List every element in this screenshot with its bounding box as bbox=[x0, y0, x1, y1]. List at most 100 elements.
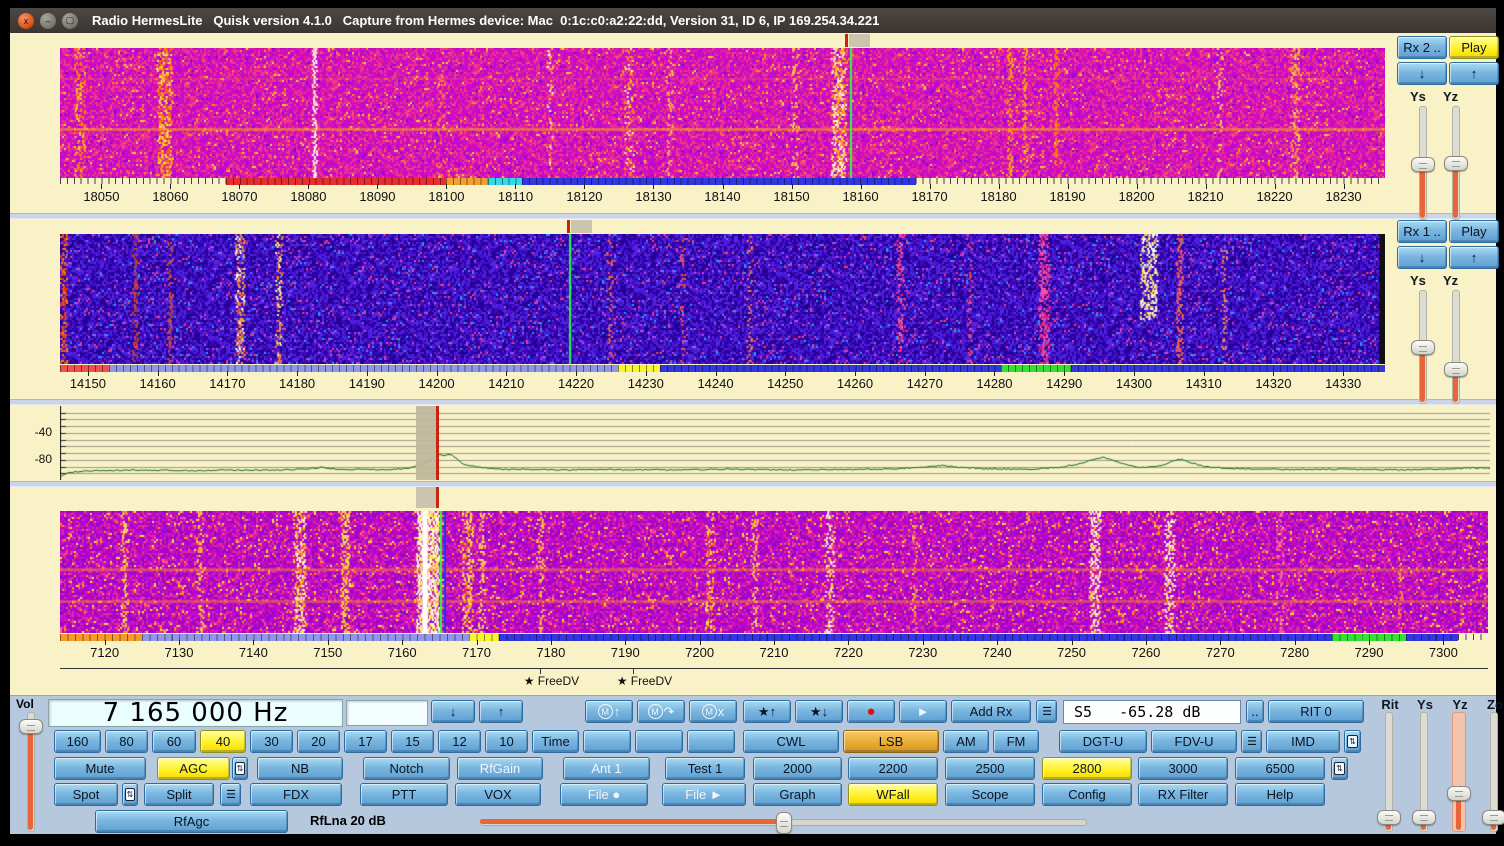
test-1[interactable]: Test 1 bbox=[665, 757, 745, 780]
rx-select-button-1[interactable]: Rx 2 .. bbox=[1397, 36, 1447, 59]
config[interactable]: Config bbox=[1042, 783, 1132, 806]
band-up-button-1[interactable]: ↑ bbox=[1449, 62, 1499, 85]
ys-slider-handle[interactable] bbox=[1412, 809, 1436, 825]
bw-2500[interactable]: 2500 bbox=[945, 757, 1035, 780]
play-button-2[interactable]: Play bbox=[1449, 220, 1499, 243]
band-blank-1[interactable] bbox=[583, 730, 631, 753]
help[interactable]: Help bbox=[1235, 783, 1325, 806]
rflna-handle[interactable] bbox=[775, 812, 792, 834]
record[interactable]: ● bbox=[847, 700, 895, 723]
frequency-display[interactable]: 7 165 000 Hz bbox=[48, 698, 343, 728]
view-wfall[interactable]: WFall bbox=[848, 783, 938, 806]
notch[interactable]: Notch bbox=[363, 757, 450, 780]
mode-lsb[interactable]: LSB bbox=[843, 730, 939, 753]
band-12[interactable]: 12 bbox=[438, 730, 481, 753]
band-160[interactable]: 160 bbox=[54, 730, 101, 753]
band-20[interactable]: 20 bbox=[297, 730, 340, 753]
yz-slider-1-handle[interactable] bbox=[1444, 155, 1468, 171]
ys-slider-2-handle[interactable] bbox=[1411, 340, 1435, 356]
minimize-icon[interactable]: – bbox=[40, 12, 56, 29]
mute[interactable]: Mute bbox=[54, 757, 146, 780]
band-17[interactable]: 17 bbox=[344, 730, 387, 753]
split-menu[interactable]: ☰ bbox=[220, 783, 241, 806]
split[interactable]: Split bbox=[144, 783, 214, 806]
frequency-entry[interactable] bbox=[346, 700, 428, 726]
band-down-button-2[interactable]: ↓ bbox=[1397, 246, 1447, 269]
freq-scale-20m[interactable]: 14150 14160 14170 14180 14190 14200 14210 14220… bbox=[60, 365, 1385, 395]
bw-2000[interactable]: 2000 bbox=[753, 757, 842, 780]
freq-scale-17m[interactable]: 18050 18060 18070 18080 18090 18100 18110 18120… bbox=[60, 178, 1385, 208]
yz-slider-handle[interactable] bbox=[1447, 785, 1471, 801]
maximize-icon[interactable]: ▢ bbox=[62, 12, 78, 29]
vox[interactable]: VOX bbox=[455, 783, 541, 806]
rit-button[interactable]: RIT 0 bbox=[1268, 700, 1364, 723]
file-record[interactable]: File ● bbox=[560, 783, 648, 806]
close-icon[interactable]: x bbox=[18, 12, 34, 29]
title-bar[interactable]: x – ▢ Radio HermesLite Quisk version 4.1… bbox=[10, 8, 1496, 33]
mode-fdvu[interactable]: FDV-U bbox=[1151, 730, 1237, 753]
ys-slider-1-handle[interactable] bbox=[1411, 157, 1435, 173]
band-60[interactable]: 60 bbox=[152, 730, 196, 753]
play-button-1[interactable]: Play bbox=[1449, 36, 1499, 59]
rx-filter[interactable]: RX Filter bbox=[1138, 783, 1228, 806]
freq-scale-40m[interactable]: 7120 7130 7140 7150 7160 7170 7180 7190 7200 7210… bbox=[60, 634, 1488, 664]
bw-6500[interactable]: 6500 bbox=[1235, 757, 1325, 780]
file-playback[interactable]: File ► bbox=[662, 783, 746, 806]
station-label-freedv[interactable]: ★ FreeDV bbox=[523, 674, 580, 688]
smeter-menu[interactable]: ☰ bbox=[1036, 700, 1057, 723]
mode-spin[interactable]: ⇅ bbox=[1344, 730, 1361, 753]
file-play[interactable]: ► bbox=[899, 700, 947, 723]
rfgain[interactable]: RfGain bbox=[457, 757, 543, 780]
mode-cwl[interactable]: CWL bbox=[743, 730, 839, 753]
band-blank-3[interactable] bbox=[687, 730, 735, 753]
waterfall-40m-canvas[interactable] bbox=[60, 511, 1488, 633]
mode-imd[interactable]: IMD bbox=[1266, 730, 1340, 753]
tune-down[interactable]: ↓ bbox=[431, 700, 475, 723]
volume-slider-handle[interactable] bbox=[19, 719, 43, 735]
agc-spin[interactable]: ⇅ bbox=[232, 757, 248, 780]
memory-next[interactable]: M ↷ bbox=[637, 700, 685, 723]
ptt[interactable]: PTT bbox=[360, 783, 448, 806]
add-rx[interactable]: Add Rx bbox=[951, 700, 1031, 723]
bw-3000[interactable]: 3000 bbox=[1138, 757, 1228, 780]
spot[interactable]: Spot bbox=[54, 783, 118, 806]
smeter-dots[interactable]: .. bbox=[1246, 700, 1264, 723]
mode-fm[interactable]: FM bbox=[993, 730, 1039, 753]
band-30[interactable]: 30 bbox=[250, 730, 293, 753]
nb[interactable]: NB bbox=[257, 757, 343, 780]
band-40[interactable]: 40 bbox=[200, 730, 246, 753]
yz-slider-2-handle[interactable] bbox=[1444, 362, 1468, 378]
view-graph[interactable]: Graph bbox=[753, 783, 842, 806]
band-down-button-1[interactable]: ↓ bbox=[1397, 62, 1447, 85]
rx-select-button-2[interactable]: Rx 1 .. bbox=[1397, 220, 1447, 243]
favorite-add[interactable]: ★↑ bbox=[743, 700, 791, 723]
bw-2200[interactable]: 2200 bbox=[848, 757, 938, 780]
view-scope[interactable]: Scope bbox=[945, 783, 1035, 806]
favorite-open[interactable]: ★↓ bbox=[795, 700, 843, 723]
waterfall-20m-canvas[interactable] bbox=[60, 234, 1385, 364]
fdx[interactable]: FDX bbox=[250, 783, 342, 806]
band-15[interactable]: 15 bbox=[391, 730, 434, 753]
mode-am[interactable]: AM bbox=[943, 730, 989, 753]
band-80[interactable]: 80 bbox=[105, 730, 148, 753]
rit-slider-handle[interactable] bbox=[1377, 809, 1401, 825]
bw-2800[interactable]: 2800 bbox=[1042, 757, 1132, 780]
band-10[interactable]: 10 bbox=[485, 730, 528, 753]
band-time[interactable]: Time bbox=[532, 730, 579, 753]
mode-dgtu[interactable]: DGT-U bbox=[1059, 730, 1147, 753]
bw-spin[interactable]: ⇅ bbox=[1331, 757, 1348, 780]
memory-save[interactable]: M ↑ bbox=[585, 700, 633, 723]
spectrum-graph-canvas[interactable] bbox=[60, 406, 1490, 480]
band-up-button-2[interactable]: ↑ bbox=[1449, 246, 1499, 269]
waterfall-17m-canvas[interactable] bbox=[60, 48, 1385, 178]
mode-menu[interactable]: ☰ bbox=[1241, 730, 1262, 753]
rfagc-button[interactable]: RfAgc bbox=[95, 810, 288, 833]
tune-up[interactable]: ↑ bbox=[479, 700, 523, 723]
ant-1[interactable]: Ant 1 bbox=[563, 757, 650, 780]
station-label-freedv[interactable]: ★ FreeDV bbox=[616, 674, 673, 688]
band-blank-2[interactable] bbox=[635, 730, 683, 753]
spot-spin[interactable]: ⇅ bbox=[122, 783, 138, 806]
agc[interactable]: AGC bbox=[157, 757, 230, 780]
zo-slider-handle[interactable] bbox=[1482, 809, 1504, 825]
